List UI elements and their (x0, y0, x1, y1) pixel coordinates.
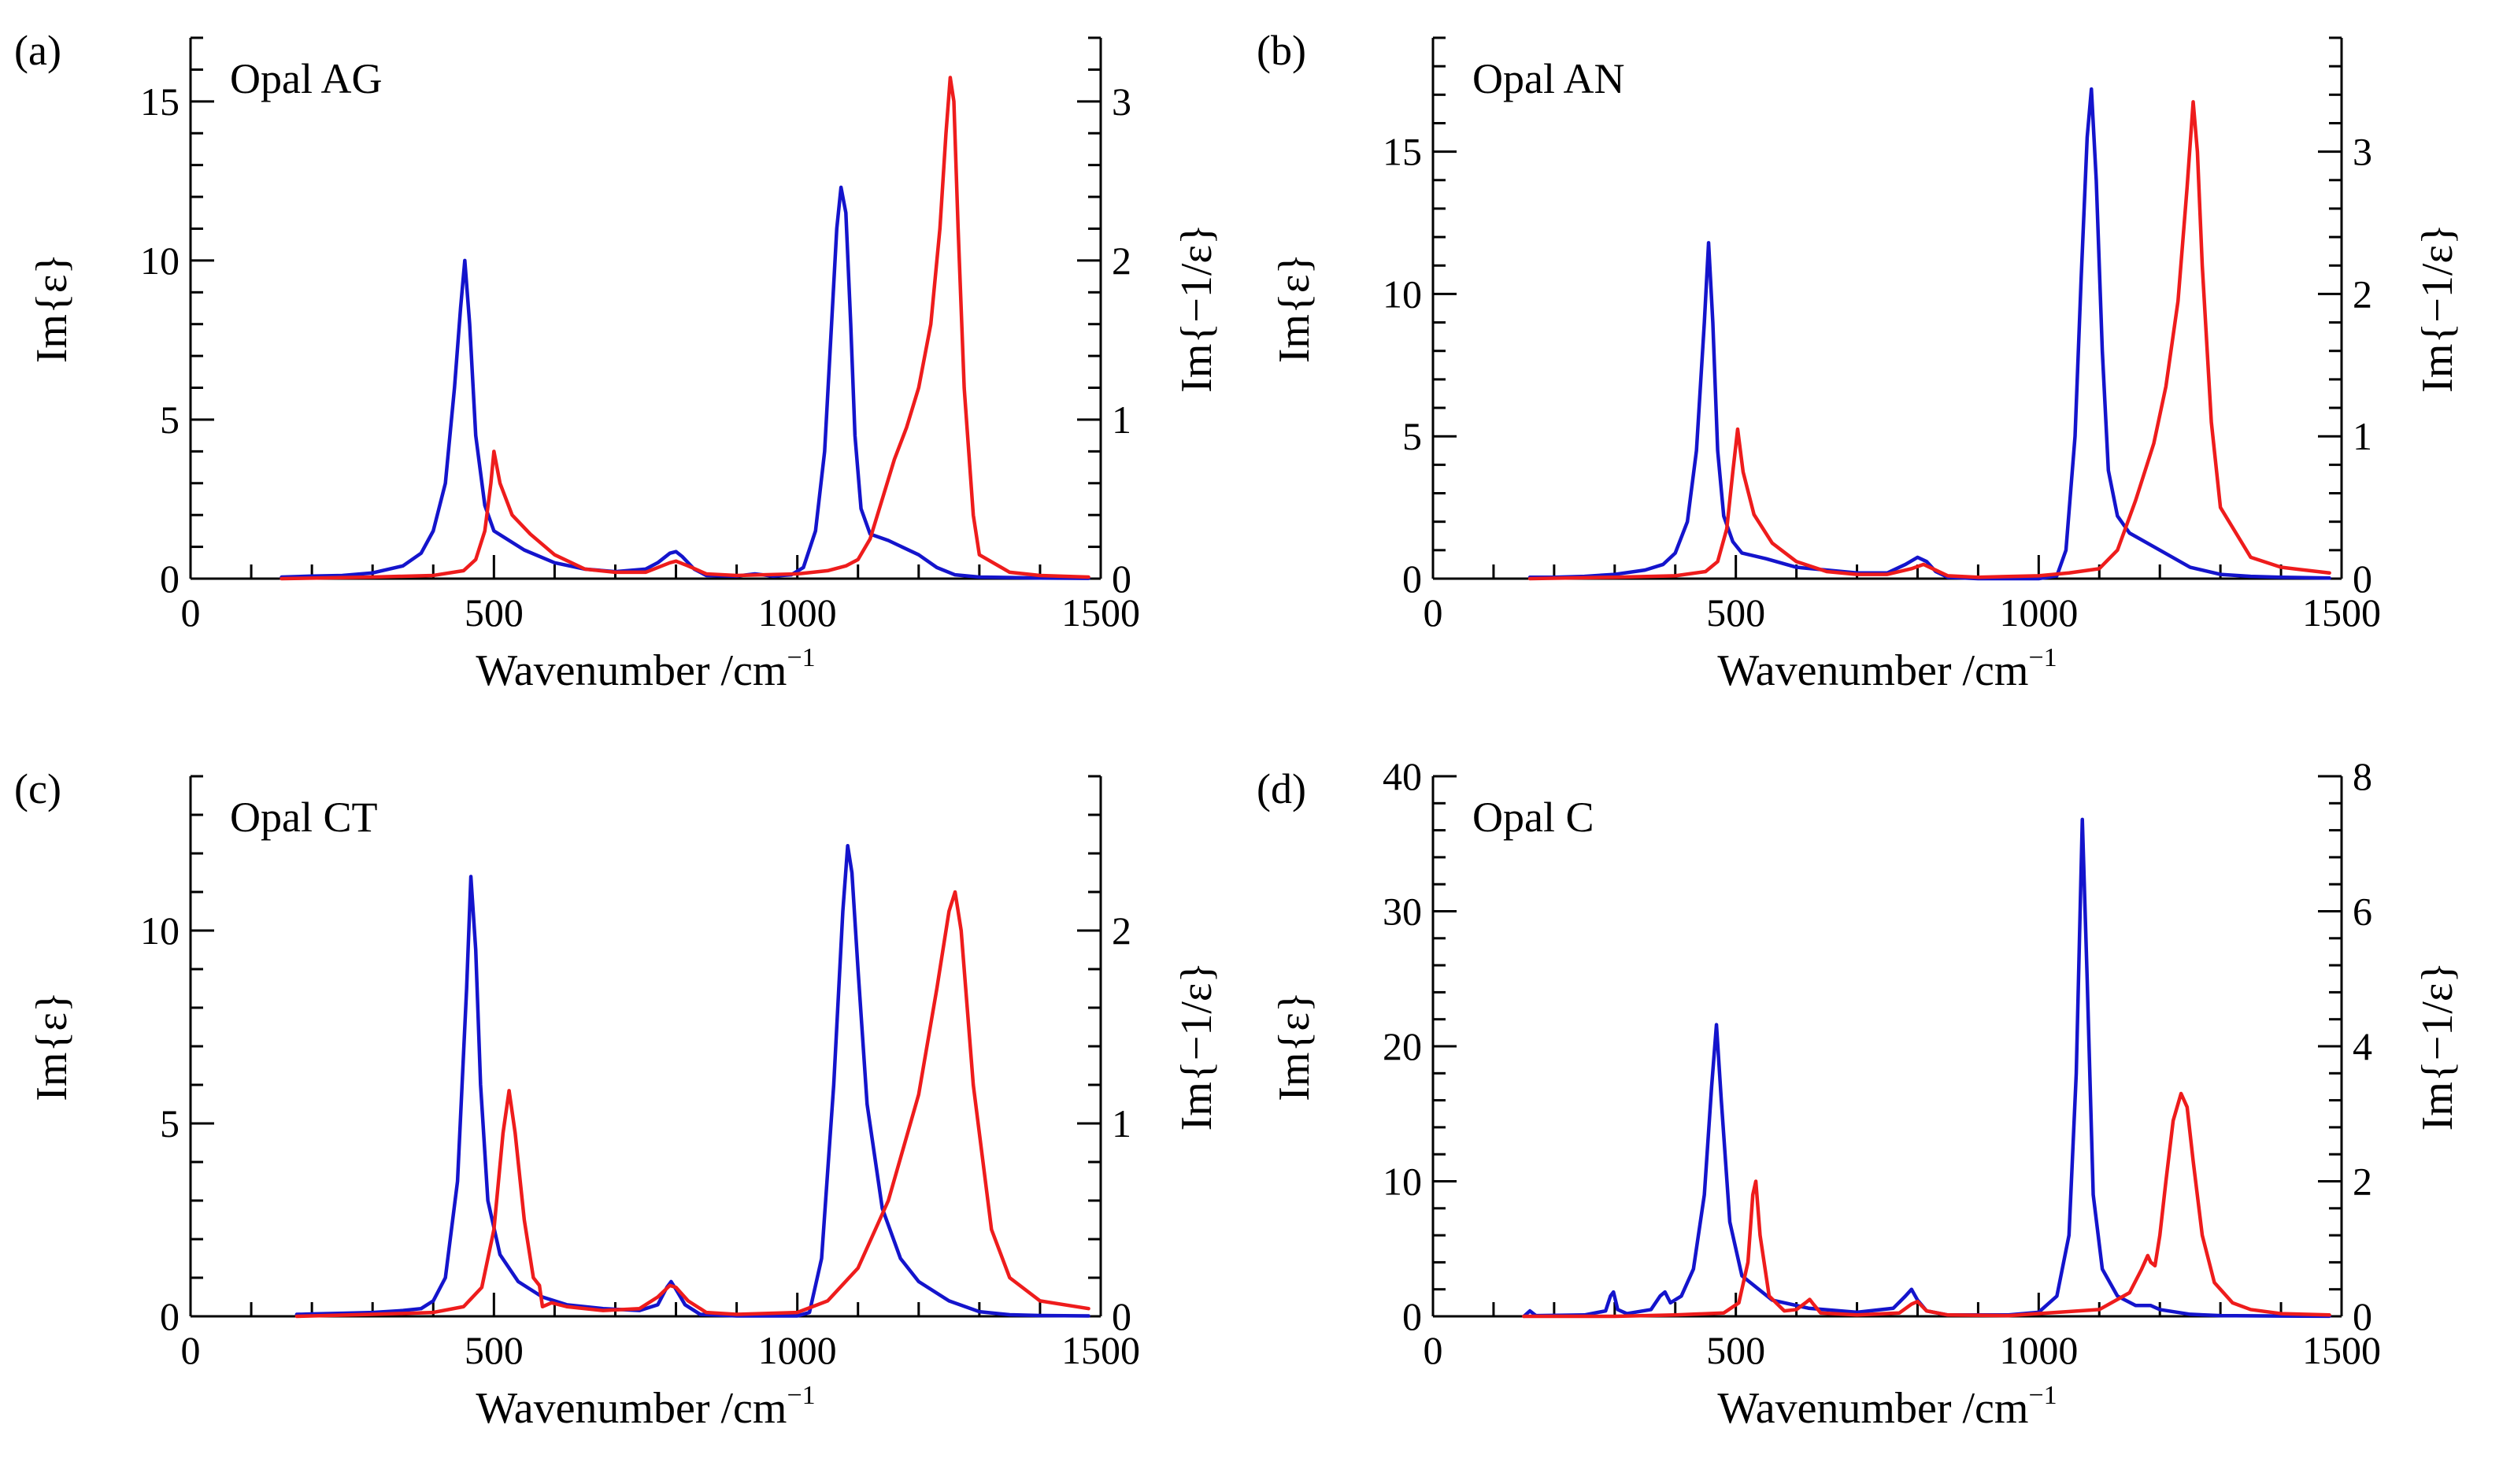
panel-title: Opal C (1472, 794, 1594, 841)
x-tick-label: 500 (465, 1328, 524, 1372)
x-tick-label: 0 (181, 590, 201, 635)
x-axis-label: Wavenumber /cm−1 (476, 643, 815, 695)
y-right-tick-label: 0 (1112, 557, 1131, 601)
y-right-axis-label: Im{−1/ε} (1172, 962, 1221, 1131)
y-left-tick-label: 15 (1383, 130, 1422, 174)
y-left-tick-label: 15 (140, 80, 180, 124)
x-tick-label: 500 (1706, 590, 1765, 635)
x-axis-label-text: Wavenumber /cm (1717, 1384, 2028, 1433)
x-axis-label-text: Wavenumber /cm (1717, 646, 2028, 695)
y-left-tick-label: 40 (1383, 754, 1422, 798)
y-right-axis-label: Im{−1/ε} (2413, 224, 2462, 393)
y-left-tick-label: 10 (140, 909, 180, 953)
panel-title: Opal AN (1472, 55, 1624, 102)
y-right-tick-label: 3 (2353, 130, 2372, 174)
y-right-tick-label: 0 (1112, 1294, 1131, 1338)
panel-title: Opal AG (230, 55, 382, 102)
y-left-tick-label: 0 (160, 1294, 180, 1338)
y-left-tick-label: 10 (1383, 272, 1422, 316)
y-left-axis-label: Im{ε} (28, 254, 76, 363)
panel-label: (b) (1257, 27, 1306, 74)
y-right-tick-label: 6 (2353, 890, 2372, 934)
x-axis-label-superscript: −1 (2028, 643, 2057, 672)
y-left-tick-label: 5 (160, 398, 180, 442)
x-tick-label: 1000 (1999, 1328, 2078, 1372)
y-left-tick-label: 0 (1402, 1294, 1422, 1338)
y-right-tick-label: 2 (1112, 909, 1131, 953)
x-tick-label: 0 (1424, 590, 1443, 635)
y-left-tick-label: 5 (160, 1101, 180, 1145)
y-left-axis-label: Im{ε} (28, 991, 76, 1101)
loss-function-line (1527, 100, 2331, 581)
x-tick-label: 1000 (758, 1328, 837, 1372)
x-tick-label: 0 (1424, 1328, 1443, 1372)
x-tick-label: 1500 (1061, 590, 1140, 635)
loss-function-line (294, 890, 1090, 1319)
x-tick-label: 1000 (1999, 590, 2078, 635)
y-left-tick-label: 0 (160, 557, 180, 601)
x-tick-label: 1000 (758, 590, 837, 635)
x-axis-label-superscript: −1 (2028, 1381, 2057, 1410)
x-axis-label: Wavenumber /cm−1 (1717, 643, 2057, 695)
y-left-axis-label: Im{ε} (1270, 254, 1319, 363)
y-left-tick-label: 10 (140, 239, 180, 283)
epsilon-imag-line (280, 185, 1090, 580)
y-right-tick-label: 1 (1112, 398, 1131, 442)
y-right-tick-label: 3 (1112, 80, 1131, 124)
y-right-tick-label: 0 (2353, 1294, 2372, 1338)
y-left-tick-label: 5 (1402, 414, 1422, 458)
loss-function-line (1522, 1091, 2331, 1319)
x-axis-label: Wavenumber /cm−1 (476, 1381, 815, 1433)
x-tick-label: 1500 (2302, 1328, 2381, 1372)
x-axis-label-superscript: −1 (787, 1381, 815, 1410)
epsilon-imag-line (1527, 87, 2331, 581)
panel-title: Opal CT (230, 794, 377, 841)
y-right-axis-label: Im{−1/ε} (2413, 962, 2462, 1131)
epsilon-imag-line (294, 843, 1090, 1318)
x-axis-label: Wavenumber /cm−1 (1717, 1381, 2057, 1433)
y-left-tick-label: 30 (1383, 890, 1422, 934)
y-right-tick-label: 1 (1112, 1101, 1131, 1145)
x-tick-label: 500 (1706, 1328, 1765, 1372)
x-axis-label-text: Wavenumber /cm (476, 1384, 787, 1433)
y-left-axis-label: Im{ε} (1270, 991, 1319, 1101)
panel-label: (a) (14, 27, 61, 74)
panel-label: (c) (14, 765, 61, 812)
y-right-tick-label: 1 (2353, 414, 2372, 458)
y-right-tick-label: 2 (2353, 1160, 2372, 1204)
epsilon-imag-line (1522, 817, 2331, 1319)
x-tick-label: 1500 (1061, 1328, 1140, 1372)
y-right-tick-label: 2 (1112, 239, 1131, 283)
y-left-tick-label: 20 (1383, 1024, 1422, 1068)
y-right-axis-label: Im{−1/ε} (1172, 224, 1221, 393)
x-axis-label-text: Wavenumber /cm (476, 646, 787, 695)
y-left-tick-label: 10 (1383, 1160, 1422, 1204)
x-tick-label: 500 (465, 590, 524, 635)
y-right-tick-label: 8 (2353, 754, 2372, 798)
x-axis-label-superscript: −1 (787, 643, 815, 672)
y-right-tick-label: 4 (2353, 1024, 2372, 1068)
x-tick-label: 1500 (2302, 590, 2381, 635)
y-left-tick-label: 0 (1402, 557, 1422, 601)
panel-label: (d) (1257, 765, 1306, 812)
y-right-tick-label: 0 (2353, 557, 2372, 601)
x-tick-label: 0 (181, 1328, 201, 1372)
loss-function-line (280, 76, 1090, 581)
y-right-tick-label: 2 (2353, 272, 2372, 316)
